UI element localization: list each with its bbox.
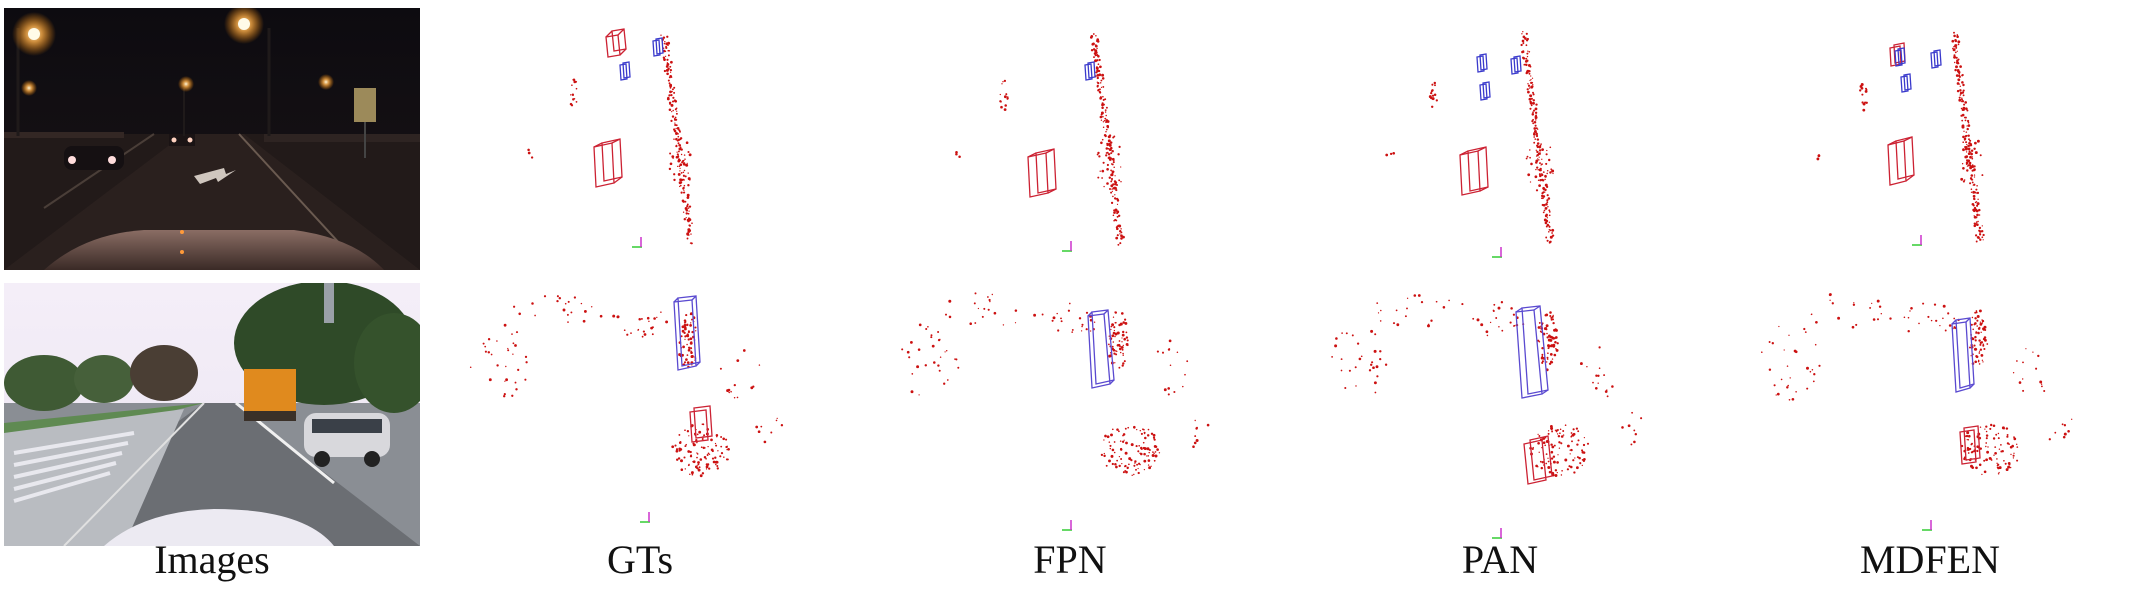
mdfen-night-panel [1730,5,2130,270]
caption-images: Images [154,537,270,582]
axis-marker [632,237,642,248]
caption-pan: PAN [1461,537,1539,582]
axis-marker [1062,241,1072,252]
predicted-box [1479,81,1491,101]
axis-marker [1492,528,1502,539]
axis-marker [1922,520,1932,531]
predicted-box [1084,61,1096,81]
point-cloud [1385,31,1555,244]
pan-night-panel [1300,5,1700,270]
pan-day-panel [1300,280,1700,545]
point-cloud [1331,294,1643,477]
night-scene-photo [4,8,420,270]
predicted-box [1889,42,1906,67]
predicted-box [1951,317,1975,393]
axis-marker [640,512,650,523]
point-cloud [955,33,1125,246]
predicted-box [1515,305,1549,399]
fpn-day-panel [870,280,1270,545]
predicted-box [1930,49,1942,69]
gts-night-panel [440,5,840,270]
axis-marker [1492,247,1502,258]
point-cloud [469,295,784,478]
gts-day-panel [440,280,840,545]
ground-truth-box [689,405,713,443]
predicted-box [1887,136,1915,186]
predicted-box [1510,55,1522,75]
predicted-box [1027,148,1057,198]
ground-truth-box [605,28,627,58]
predicted-box [1476,53,1488,73]
axis-marker [1912,235,1922,246]
caption-gts: GTs [606,537,674,582]
point-cloud [901,292,1210,477]
caption-fpn: FPN [1033,537,1107,582]
point-cloud [527,34,693,245]
point-cloud [1761,293,2073,476]
ground-truth-box [619,61,631,81]
predicted-box [1959,425,1981,465]
point-cloud [1816,31,1985,243]
caption-mdfen: MDFEN [1859,537,2001,582]
ground-truth-box [593,138,623,188]
day-scene-photo [4,283,420,546]
mdfen-day-panel [1730,280,2130,545]
predicted-box [1900,73,1912,93]
axis-marker [1062,520,1072,531]
ground-truth-box [673,295,701,371]
predicted-box [1894,47,1906,67]
predicted-box [1459,146,1489,196]
fpn-night-panel [870,5,1270,270]
ground-truth-box [652,37,664,57]
predicted-box [1523,435,1553,485]
predicted-box [1087,309,1115,389]
